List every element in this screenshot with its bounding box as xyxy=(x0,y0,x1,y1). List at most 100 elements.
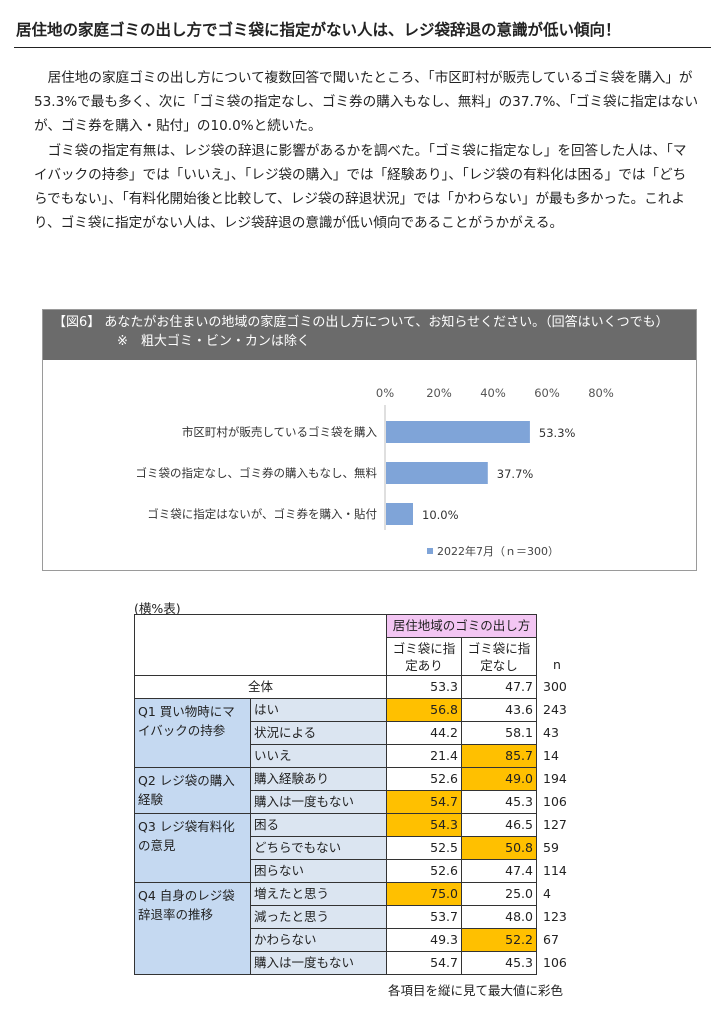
table-row: Q3 レジ袋有料化の意見 困る 54.3 46.5 127 xyxy=(134,813,581,883)
value-cell: 85.7 xyxy=(461,744,537,768)
n-cell: 127 xyxy=(543,817,567,832)
value-cell: 45.3 xyxy=(461,790,537,814)
value-cell: 49.3 xyxy=(386,928,462,952)
value-cell: 52.6 xyxy=(386,859,462,883)
table-row: 状況による 44.2 58.1 43 xyxy=(135,721,581,745)
figure-title: 【図6】 あなたがお住まいの地域の家庭ゴミの出し方について、お知らせください。（… xyxy=(43,310,696,360)
data-label: 10.0% xyxy=(422,508,459,522)
x-tick-label: 0% xyxy=(376,386,394,400)
value-cell: 54.3 xyxy=(386,813,462,837)
value-cell: 25.0 xyxy=(461,882,537,906)
bar xyxy=(386,421,530,443)
value-cell: 54.7 xyxy=(386,790,462,814)
table-row: かわらない 49.3 52.2 67 xyxy=(135,928,581,952)
data-label: 53.3% xyxy=(539,426,576,440)
answer-label: 購入は一度もない xyxy=(250,790,387,814)
category-label: ゴミ袋に指定はないが、ゴミ券を購入・貼付 xyxy=(147,507,377,521)
value-cell: 53.3 xyxy=(386,675,462,699)
question-group-label: Q4 自身のレジ袋辞退率の推移 xyxy=(134,882,251,975)
answer-label: かわらない xyxy=(250,928,387,952)
answer-label: いいえ xyxy=(250,744,387,768)
table-row: いいえ 21.4 85.7 14 xyxy=(135,744,581,768)
bar xyxy=(386,503,413,525)
x-tick-label: 80% xyxy=(588,386,614,400)
data-label: 37.7% xyxy=(497,467,534,481)
answer-label: 状況による xyxy=(250,721,387,745)
paragraph-2: ゴミ袋の指定有無は、レジ袋の辞退に影響があるかを調べた。「ゴミ袋に指定なし」を回… xyxy=(34,142,687,232)
blank-cell xyxy=(537,615,581,638)
value-cell: 45.3 xyxy=(461,951,537,975)
answer-label: 増えたと思う xyxy=(250,882,387,906)
n-cell: 14 xyxy=(543,748,559,763)
table-row: どちらでもない 52.5 50.8 59 xyxy=(135,836,581,860)
table-row: Q2 レジ袋の購入経験 購入経験あり 52.6 49.0 194 xyxy=(134,767,581,814)
answer-label: 購入は一度もない xyxy=(250,951,387,975)
n-header: n xyxy=(553,656,561,672)
answer-label: 購入経験あり xyxy=(250,767,387,791)
n-cell: 67 xyxy=(543,932,559,947)
table-row: 購入は一度もない 54.7 45.3 106 xyxy=(135,951,581,975)
value-cell: 49.0 xyxy=(461,767,537,791)
x-tick-label: 60% xyxy=(534,386,560,400)
value-cell: 47.4 xyxy=(461,859,537,883)
column-header-without-spec: ゴミ袋に指定なし xyxy=(461,637,537,676)
body-text: 居住地の家庭ゴミの出し方について複数回答で聞いたところ、「市区町村が販売している… xyxy=(34,66,699,235)
n-cell: 114 xyxy=(543,863,567,878)
answer-label: 困らない xyxy=(250,859,387,883)
value-cell: 56.8 xyxy=(386,698,462,722)
n-cell: 59 xyxy=(543,840,559,855)
x-tick-label: 20% xyxy=(426,386,452,400)
n-cell: 123 xyxy=(543,909,567,924)
figure-title-line2: ※ 粗大ゴミ・ビン・カンは除く xyxy=(117,334,310,349)
n-cell: 243 xyxy=(543,702,567,717)
total-label: 全体 xyxy=(134,675,387,699)
value-cell: 43.6 xyxy=(461,698,537,722)
page-headline: 居住地の家庭ゴミの出し方でゴミ袋に指定がない人は、レジ袋辞退の意識が低い傾向！ xyxy=(14,12,711,48)
n-cell: 43 xyxy=(543,725,559,740)
table-row: 全体 53.3 47.7 300 xyxy=(134,675,581,699)
value-cell: 21.4 xyxy=(386,744,462,768)
category-label: ゴミ袋の指定なし、ゴミ券の購入もなし、無料 xyxy=(136,466,378,480)
value-cell: 50.8 xyxy=(461,836,537,860)
cross-table: 居住地域のゴミの出し方 ゴミ袋に指定あり ゴミ袋に指定なし n 全体 53.3 47.7 30… xyxy=(134,614,581,975)
bar xyxy=(386,462,488,484)
value-cell: 52.2 xyxy=(461,928,537,952)
value-cell: 46.5 xyxy=(461,813,537,837)
value-cell: 52.5 xyxy=(386,836,462,860)
n-cell: 194 xyxy=(543,771,567,786)
value-cell: 44.2 xyxy=(386,721,462,745)
value-cell: 75.0 xyxy=(386,882,462,906)
figure-6: 【図6】 あなたがお住まいの地域の家庭ゴミの出し方について、お知らせください。（… xyxy=(42,309,697,571)
n-cell: 300 xyxy=(543,679,567,694)
bar-chart: 0% 20% 40% 60% 80% 市区町村が販売しているゴミ袋を購入 53.3% ゴミ袋の… xyxy=(136,386,614,558)
table-row: Q1 買い物時にマイバックの持参 はい 56.8 43.6 243 xyxy=(134,698,581,768)
paragraph-1: 居住地の家庭ゴミの出し方について複数回答で聞いたところ、「市区町村が販売している… xyxy=(34,70,699,135)
value-cell: 53.7 xyxy=(386,905,462,929)
n-cell: 4 xyxy=(543,886,551,901)
question-group-label: Q1 買い物時にマイバックの持参 xyxy=(134,698,251,768)
value-cell: 58.1 xyxy=(461,721,537,745)
value-cell: 47.7 xyxy=(461,675,537,699)
table-caption: (横%表) xyxy=(134,601,181,616)
header-group-cell: 居住地域のゴミの出し方 xyxy=(386,614,537,638)
figure-title-line1: 【図6】 あなたがお住まいの地域の家庭ゴミの出し方について、お知らせください。（… xyxy=(53,315,669,330)
answer-label: 減ったと思う xyxy=(250,905,387,929)
table-row: 購入は一度もない 54.7 45.3 106 xyxy=(135,790,581,814)
table-row: Q4 自身のレジ袋辞退率の推移 増えたと思う 75.0 25.0 4 xyxy=(134,882,581,975)
question-group-label: Q3 レジ袋有料化の意見 xyxy=(134,813,251,883)
table-header-row: 居住地域のゴミの出し方 xyxy=(134,614,581,676)
legend-swatch xyxy=(427,548,433,554)
n-cell: 106 xyxy=(543,955,567,970)
corner-cell xyxy=(134,614,387,676)
x-tick-label: 40% xyxy=(480,386,506,400)
column-header-with-spec: ゴミ袋に指定あり xyxy=(386,637,462,676)
answer-label: どちらでもない xyxy=(250,836,387,860)
value-cell: 52.6 xyxy=(386,767,462,791)
legend-label: 2022年7月（ｎ＝300） xyxy=(437,544,559,558)
table-footnote: 各項目を縦に見て最大値に彩色 xyxy=(388,983,564,998)
n-cell: 106 xyxy=(543,794,567,809)
category-label: 市区町村が販売しているゴミ袋を購入 xyxy=(182,425,378,439)
answer-label: はい xyxy=(250,698,387,722)
question-group-label: Q2 レジ袋の購入経験 xyxy=(134,767,251,814)
value-cell: 48.0 xyxy=(461,905,537,929)
